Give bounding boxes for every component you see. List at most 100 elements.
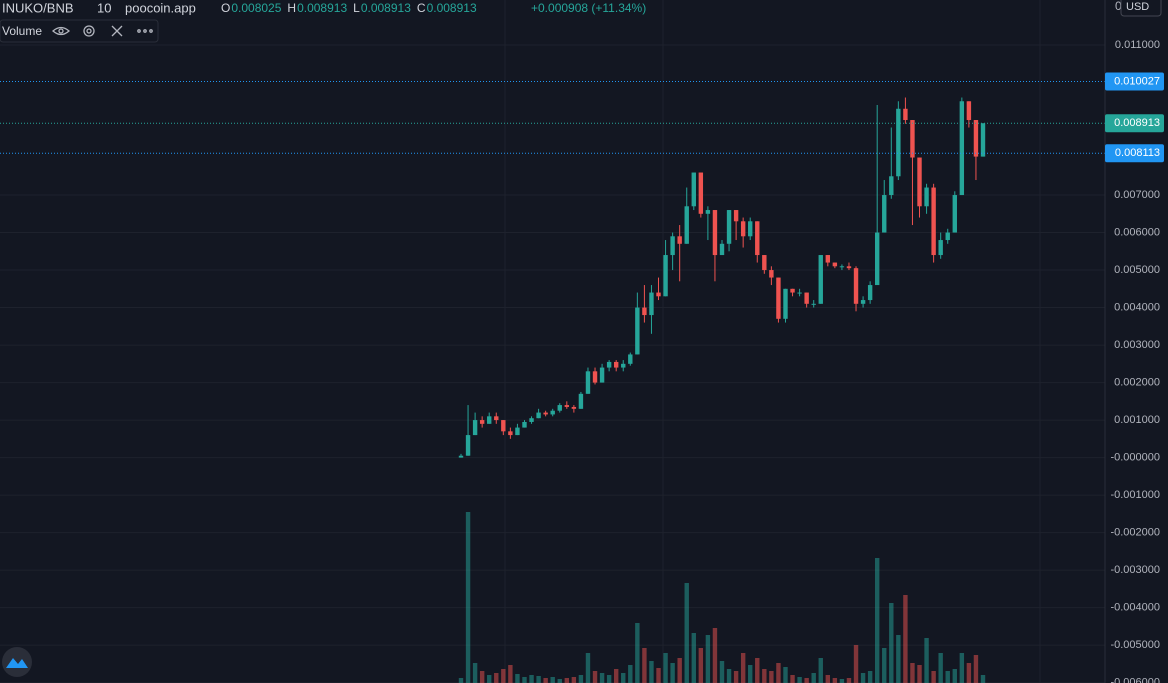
candle-body [599, 367, 605, 383]
volume-bar [621, 673, 626, 683]
candle-body [479, 420, 485, 424]
candle-body [938, 240, 943, 256]
volume-bar [797, 677, 802, 683]
price-label: 0.010027 [1114, 75, 1160, 87]
volume-bar [487, 675, 492, 683]
candle-body [748, 221, 753, 237]
eye-icon[interactable] [52, 26, 70, 36]
candle-body [536, 412, 541, 419]
ohlc-value: 0.008913 [361, 1, 411, 15]
price-label: 0.008113 [1115, 147, 1160, 159]
volume-bar [458, 678, 464, 683]
price-label-box [1105, 114, 1164, 133]
logo-badge[interactable] [2, 647, 32, 677]
candle-body [642, 307, 647, 316]
more-dot[interactable] [149, 29, 153, 33]
more-dot[interactable] [137, 29, 141, 33]
close-icon[interactable] [111, 25, 123, 37]
candle-body [635, 307, 640, 355]
candle-body [762, 255, 767, 271]
volume-bar [698, 648, 704, 683]
candle-body [874, 232, 880, 286]
candle-body [501, 420, 506, 432]
volume-bar [790, 675, 795, 683]
volume-bar [529, 675, 534, 683]
volume-bar [599, 673, 605, 683]
candle-body [515, 427, 520, 436]
volume-bar [867, 671, 873, 683]
candle-body [945, 232, 950, 241]
candle-body [959, 101, 965, 196]
price-label-box [1105, 72, 1164, 91]
volume-bar [804, 678, 809, 683]
volume-bar [846, 678, 852, 683]
volume-bar [917, 665, 922, 683]
candle-body [889, 176, 894, 196]
candle-body [705, 210, 711, 214]
candle-body [494, 416, 499, 421]
y-tick-label: -0.000000 [1110, 451, 1160, 463]
candle-body [973, 120, 979, 157]
volume-bar [592, 671, 598, 683]
candle-body [797, 292, 802, 294]
ohlc-value: 0.008913 [427, 1, 477, 15]
volume-bar [705, 635, 711, 683]
clipped-label: 0 [1115, 0, 1122, 13]
volume-bar [776, 663, 781, 683]
ohlc-key: L [353, 1, 360, 15]
y-tick-label: 0.005000 [1114, 264, 1160, 276]
volume-bar [522, 677, 527, 683]
eye-pupil [58, 28, 64, 34]
candle-body [670, 236, 675, 256]
volume-bar [945, 671, 950, 683]
candle-body [740, 221, 746, 237]
candle-body [804, 292, 809, 304]
volume-bar [684, 583, 689, 683]
indicator-icons[interactable] [52, 25, 153, 37]
volume-bar [973, 655, 979, 683]
candle-body [529, 418, 534, 422]
volume-bar [952, 669, 957, 683]
currency-label[interactable]: USD [1126, 1, 1149, 13]
candle-body [818, 255, 823, 304]
volume-bar [564, 678, 570, 683]
more-dot[interactable] [143, 29, 147, 33]
candle-body [465, 435, 471, 456]
candle-body [783, 288, 788, 319]
candle-body [790, 288, 795, 293]
candle-body [606, 361, 612, 368]
candle-body [811, 303, 816, 305]
candle-body [522, 421, 527, 428]
volume-bar [839, 679, 845, 683]
volume-bar [578, 675, 584, 683]
price-axis: 0.011000 0.007000 0.006000 0.005000 0.004000… [1105, 39, 1164, 683]
volume-bar [903, 595, 908, 683]
candle-body [691, 172, 696, 207]
candle-body [952, 195, 957, 233]
indicator-box [0, 19, 159, 43]
volume-bar [585, 653, 591, 683]
volume-bar [818, 658, 823, 683]
price-label: 0.008913 [1114, 117, 1160, 129]
y-tick-label: 0.011000 [1115, 39, 1160, 51]
candle-body [557, 405, 562, 411]
volume-bar [959, 653, 965, 683]
volume-bar [769, 671, 774, 683]
volume-bar [748, 665, 753, 683]
candle-body [564, 405, 570, 407]
currency-button[interactable] [1120, 0, 1162, 17]
volume-bar [479, 671, 485, 683]
volume-bar [691, 633, 696, 683]
y-tick-label: -0.003000 [1110, 564, 1160, 576]
settings-icon[interactable] [83, 25, 95, 37]
plot [0, 44, 1105, 683]
candle-body [924, 187, 929, 207]
candle-body [649, 292, 654, 316]
header: INUKO/BNB 10 poocoin.app O 0.008025 H 0.008… [2, 0, 646, 15]
candle-body [613, 361, 619, 368]
volume-bar [811, 673, 816, 683]
volume-bar [571, 677, 577, 683]
volume-bar [663, 653, 668, 683]
candle-body [487, 416, 492, 424]
